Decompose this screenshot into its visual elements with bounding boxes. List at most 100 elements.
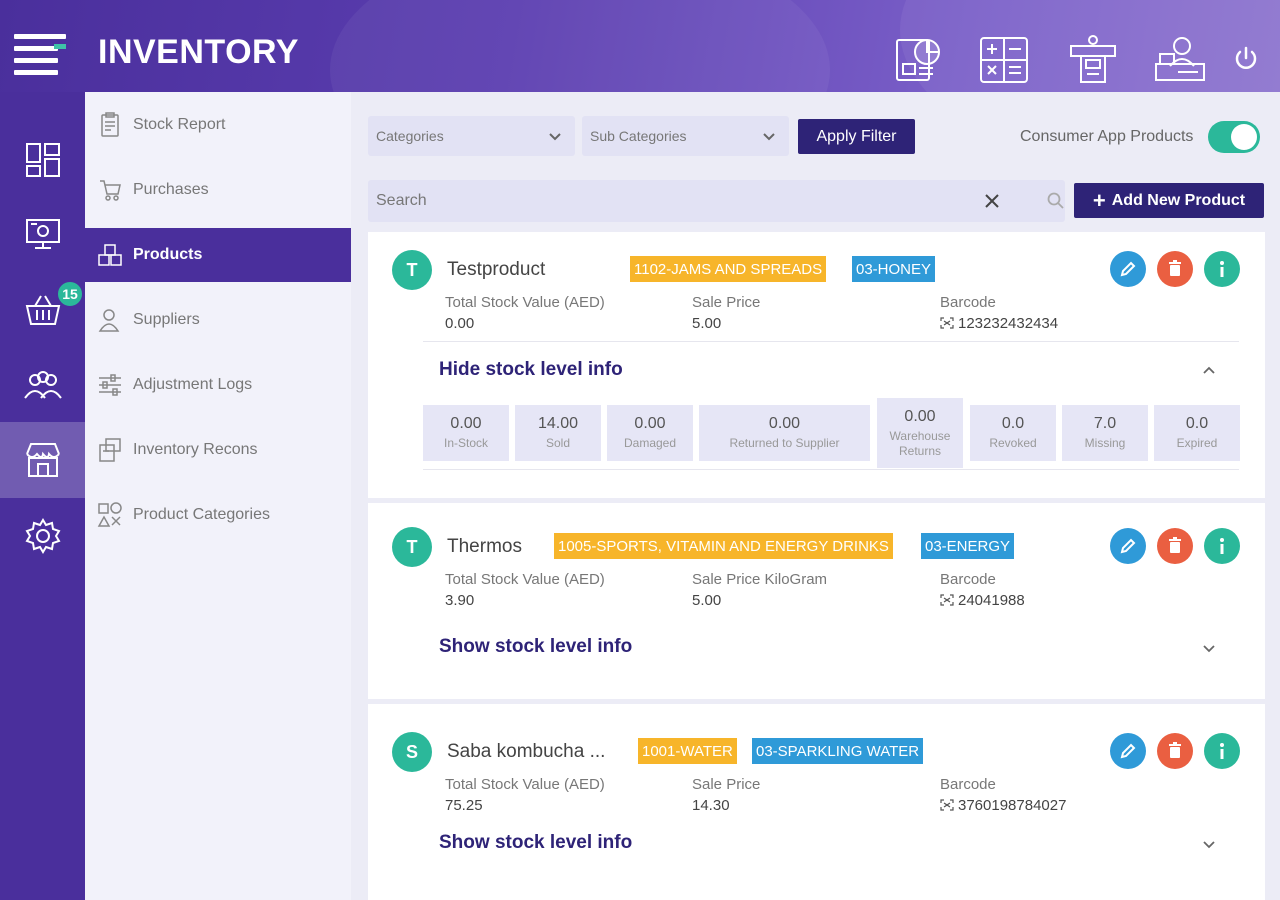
info-button[interactable]: [1204, 528, 1240, 564]
stat-label: Missing: [1084, 436, 1126, 450]
subnav-item-label: Inventory Recons: [133, 441, 258, 458]
add-new-product-label: Add New Product: [1111, 191, 1246, 209]
apply-filter-button[interactable]: Apply Filter: [798, 119, 915, 154]
divider: [423, 341, 1239, 342]
product-avatar: S: [392, 732, 432, 772]
plus-icon: +: [1092, 187, 1106, 213]
search-input[interactable]: [376, 180, 966, 222]
categories-select[interactable]: Categories: [368, 116, 575, 156]
recons-icon: [95, 435, 125, 465]
stat-label: Expired: [1176, 436, 1218, 450]
calculator-icon[interactable]: [979, 34, 1031, 86]
sale-price-value: 14.30: [692, 797, 730, 814]
stat-value: 0.00: [634, 415, 666, 432]
info-icon: [1220, 743, 1224, 759]
total-stock-value: 75.25: [445, 797, 483, 814]
stat-label: Returned to Supplier: [729, 436, 840, 450]
stat-in-stock: 0.00 In-Stock: [423, 405, 509, 461]
cart-hand-icon: [95, 175, 125, 205]
delete-button[interactable]: [1157, 528, 1193, 564]
edit-button[interactable]: [1110, 733, 1146, 769]
stat-label: Damaged: [623, 436, 677, 450]
chevron-down-icon: [549, 133, 561, 141]
info-icon: [1220, 538, 1224, 554]
user-desk-icon[interactable]: [1154, 34, 1206, 86]
subnav-item-inventory-recons[interactable]: Inventory Recons: [85, 423, 351, 477]
stat-value: 0.00: [904, 407, 936, 425]
stat-returned-to-supplier: 0.00 Returned to Supplier: [699, 405, 870, 461]
trash-icon: [1169, 260, 1181, 276]
subnav-item-label: Products: [133, 246, 203, 263]
subnav-item-product-categories[interactable]: Product Categories: [85, 488, 351, 542]
product-name: Testproduct: [447, 259, 546, 280]
users-group-icon[interactable]: [0, 348, 85, 424]
barcode-value: 123232432434: [940, 315, 1058, 332]
subnav-item-adjustment-logs[interactable]: Adjustment Logs: [85, 358, 351, 412]
barcode-value: 3760198784027: [940, 797, 1066, 814]
barcode-label: Barcode: [940, 294, 996, 311]
subnav-item-products[interactable]: Products: [85, 228, 351, 282]
search-icon[interactable]: [1046, 191, 1066, 211]
dashboard-icon[interactable]: [0, 122, 85, 198]
stat-value: 0.0: [1185, 415, 1209, 432]
add-new-product-button[interactable]: + Add New Product: [1074, 183, 1264, 218]
sub-categories-select-value: Sub Categories: [590, 128, 687, 144]
pos-screen-icon[interactable]: [0, 196, 85, 272]
edit-button[interactable]: [1110, 528, 1146, 564]
stat-missing: 7.0 Missing: [1062, 405, 1148, 461]
barcode-value: 24041988: [940, 592, 1025, 609]
chevron-down-icon[interactable]: [1200, 639, 1218, 657]
cart-badge: 15: [56, 280, 84, 308]
delete-button[interactable]: [1157, 733, 1193, 769]
stat-value: 14.00: [537, 415, 579, 432]
app-title: INVENTORY: [98, 33, 299, 71]
store-icon[interactable]: [0, 422, 85, 498]
stat-value: 0.00: [768, 415, 801, 432]
delete-button[interactable]: [1157, 251, 1193, 287]
barcode-number: 24041988: [958, 592, 1025, 609]
stat-label: Sold: [545, 436, 571, 450]
product-name: Thermos: [447, 536, 522, 557]
stat-value: 0.00: [450, 415, 482, 432]
power-icon[interactable]: [1232, 45, 1260, 73]
left-rail: 15: [0, 92, 85, 900]
product-card: S Saba kombucha ... 1001-WATER 03-SPARKL…: [368, 704, 1265, 900]
sliders-icon: [95, 370, 125, 400]
settings-gear-icon[interactable]: [0, 498, 85, 574]
show-stock-info-link[interactable]: Show stock level info: [439, 832, 633, 853]
product-card: T Testproduct 1102-JAMS AND SPREADS 03-H…: [368, 232, 1265, 498]
subnav-item-suppliers[interactable]: Suppliers: [85, 293, 351, 347]
basket-icon[interactable]: 15: [0, 272, 85, 348]
consumer-app-toggle[interactable]: [1208, 121, 1260, 153]
trash-icon: [1169, 742, 1181, 758]
subnav-item-stock-report[interactable]: Stock Report: [85, 98, 351, 152]
sale-price-label: Sale Price: [692, 776, 761, 793]
cashier-icon[interactable]: [1067, 34, 1119, 86]
barcode-icon: [940, 799, 954, 811]
consumer-app-label: Consumer App Products: [1020, 128, 1194, 145]
total-stock-label: Total Stock Value (AED): [445, 571, 605, 588]
info-icon: [1220, 261, 1224, 277]
hamburger-menu-icon[interactable]: [14, 34, 66, 75]
edit-button[interactable]: [1110, 251, 1146, 287]
toggle-knob: [1231, 124, 1257, 150]
show-stock-info-link[interactable]: Show stock level info: [439, 636, 633, 657]
pencil-icon: [1120, 261, 1136, 277]
subnav-item-purchases[interactable]: Purchases: [85, 163, 351, 217]
person-icon: [95, 305, 125, 335]
info-button[interactable]: [1204, 733, 1240, 769]
stat-label: Revoked: [989, 436, 1037, 450]
hide-stock-info-link[interactable]: Hide stock level info: [439, 359, 623, 380]
category-tag: 1001-WATER: [638, 738, 737, 764]
sale-price-value: 5.00: [692, 592, 722, 609]
chevron-down-icon[interactable]: [1200, 835, 1218, 853]
main-content: Categories Sub Categories Apply Filter C…: [351, 92, 1280, 900]
close-icon[interactable]: [982, 191, 1002, 211]
sub-categories-select[interactable]: Sub Categories: [582, 116, 789, 156]
info-button[interactable]: [1204, 251, 1240, 287]
boxes-icon: [95, 240, 125, 270]
sale-price-label: Sale Price KiloGram: [692, 571, 828, 588]
product-card: T Thermos 1005-SPORTS, VITAMIN AND ENERG…: [368, 503, 1265, 699]
reports-icon[interactable]: [893, 34, 945, 86]
chevron-up-icon[interactable]: [1200, 362, 1218, 380]
